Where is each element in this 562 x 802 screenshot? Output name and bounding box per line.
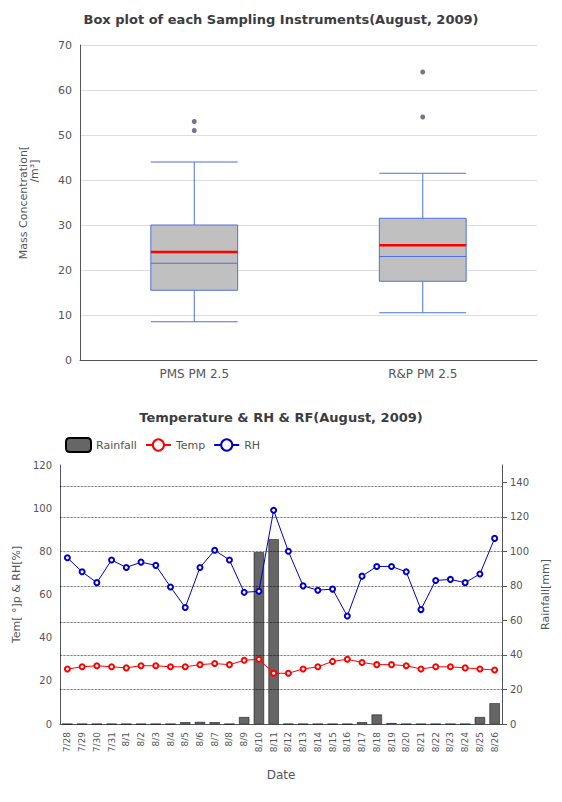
svg-text:8/26: 8/26 bbox=[490, 732, 500, 752]
svg-text:40: 40 bbox=[39, 632, 52, 643]
svg-text:PMS PM 2.5: PMS PM 2.5 bbox=[159, 367, 229, 381]
svg-text:8/16: 8/16 bbox=[342, 732, 352, 752]
svg-text:0: 0 bbox=[46, 719, 52, 730]
svg-text:8/24: 8/24 bbox=[460, 732, 470, 752]
svg-text:80: 80 bbox=[39, 546, 52, 557]
svg-text:8/1: 8/1 bbox=[121, 732, 131, 746]
svg-text:120: 120 bbox=[33, 460, 52, 471]
svg-text:50: 50 bbox=[58, 129, 72, 142]
svg-text:20: 20 bbox=[510, 684, 523, 695]
svg-text:8/7: 8/7 bbox=[210, 732, 220, 746]
svg-text:60: 60 bbox=[58, 84, 72, 97]
svg-text:/m³]: /m³] bbox=[28, 159, 41, 245]
svg-text:Temperature & RH & RF(August,: Temperature & RH & RF(August, 2009) bbox=[139, 410, 422, 425]
svg-text:7/28: 7/28 bbox=[62, 732, 72, 752]
svg-text:8/2: 8/2 bbox=[136, 732, 146, 746]
svg-text:20: 20 bbox=[58, 264, 72, 277]
svg-text:8/12: 8/12 bbox=[283, 732, 293, 752]
svg-text:8/20: 8/20 bbox=[401, 732, 411, 752]
svg-text:8/25: 8/25 bbox=[475, 732, 485, 752]
svg-text:60: 60 bbox=[39, 589, 52, 600]
svg-text:8/3: 8/3 bbox=[151, 732, 161, 746]
svg-text:8/9: 8/9 bbox=[239, 732, 249, 747]
svg-text:70: 70 bbox=[58, 39, 72, 52]
svg-text:Date: Date bbox=[267, 768, 296, 782]
svg-text:Rainfall: Rainfall bbox=[96, 439, 137, 452]
svg-text:8/14: 8/14 bbox=[313, 732, 323, 752]
svg-text:8/6: 8/6 bbox=[195, 732, 205, 747]
svg-text:7/29: 7/29 bbox=[77, 732, 87, 752]
svg-text:8/8: 8/8 bbox=[224, 732, 234, 747]
svg-text:120: 120 bbox=[510, 511, 529, 522]
svg-text:8/23: 8/23 bbox=[445, 732, 455, 752]
svg-text:40: 40 bbox=[58, 174, 72, 187]
svg-text:8/15: 8/15 bbox=[328, 732, 338, 752]
svg-text:Rainfall[mm]: Rainfall[mm] bbox=[539, 559, 552, 630]
svg-text:60: 60 bbox=[510, 615, 523, 626]
svg-text:RH: RH bbox=[244, 439, 260, 452]
svg-text:8/19: 8/19 bbox=[387, 732, 397, 752]
svg-text:0: 0 bbox=[65, 354, 72, 367]
svg-text:40: 40 bbox=[510, 649, 523, 660]
svg-text:100: 100 bbox=[510, 546, 529, 557]
svg-text:8/4: 8/4 bbox=[166, 732, 176, 747]
svg-text:Box plot of each Sampling Inst: Box plot of each Sampling Instruments(Au… bbox=[84, 12, 479, 27]
svg-text:10: 10 bbox=[58, 309, 72, 322]
svg-text:80: 80 bbox=[510, 580, 523, 591]
svg-text:0: 0 bbox=[510, 719, 516, 730]
svg-text:8/17: 8/17 bbox=[357, 732, 367, 752]
svg-text:8/21: 8/21 bbox=[416, 732, 426, 752]
svg-text:8/10: 8/10 bbox=[254, 732, 264, 752]
svg-text:100: 100 bbox=[33, 503, 52, 514]
svg-text:R&P PM 2.5: R&P PM 2.5 bbox=[388, 367, 457, 381]
svg-text:8/22: 8/22 bbox=[431, 732, 441, 752]
svg-text:20: 20 bbox=[39, 675, 52, 686]
svg-text:Tem[ °]p & RH[%]: Tem[ °]p & RH[%] bbox=[10, 546, 23, 644]
svg-text:7/30: 7/30 bbox=[92, 732, 102, 752]
svg-text:7/31: 7/31 bbox=[107, 732, 117, 752]
svg-text:140: 140 bbox=[510, 477, 529, 488]
svg-text:30: 30 bbox=[58, 219, 72, 232]
svg-text:8/5: 8/5 bbox=[180, 732, 190, 746]
svg-text:8/11: 8/11 bbox=[269, 732, 279, 752]
svg-text:Temp: Temp bbox=[175, 439, 205, 452]
svg-text:8/18: 8/18 bbox=[372, 732, 382, 752]
svg-text:8/13: 8/13 bbox=[298, 732, 308, 752]
svg-text:Mass Concentration[: Mass Concentration[ bbox=[17, 145, 30, 260]
